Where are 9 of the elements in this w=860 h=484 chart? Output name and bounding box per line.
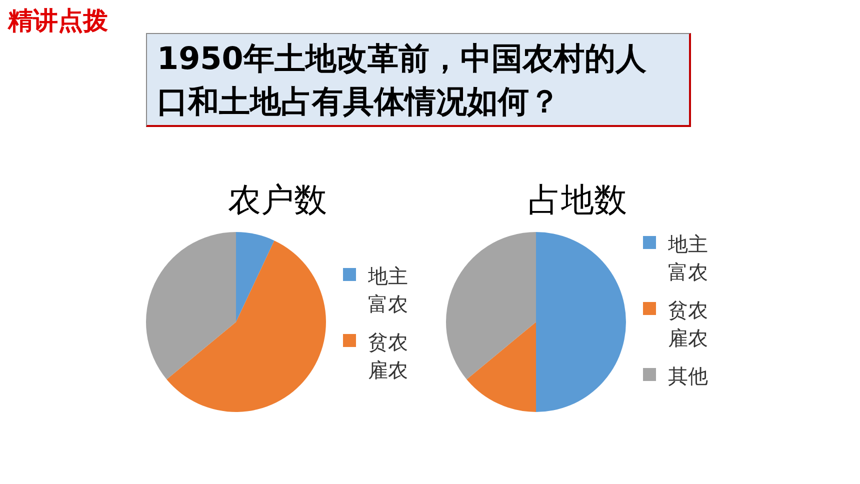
chart-title: 农户数 <box>228 179 327 221</box>
text: 精讲点拨 <box>8 5 108 37</box>
legend-label: 贫农雇农 <box>668 297 709 352</box>
legend-label: 地主富农 <box>668 231 709 286</box>
text: 1950年土地改革前，中国农村的人口和土地占有具体情况如何？ <box>157 40 648 122</box>
legend-label: 地主富农 <box>368 263 409 318</box>
legend-label: 贫农雇农 <box>368 329 409 384</box>
legend-label: 其他 <box>668 363 709 390</box>
chart-title: 占地数 <box>528 179 627 221</box>
